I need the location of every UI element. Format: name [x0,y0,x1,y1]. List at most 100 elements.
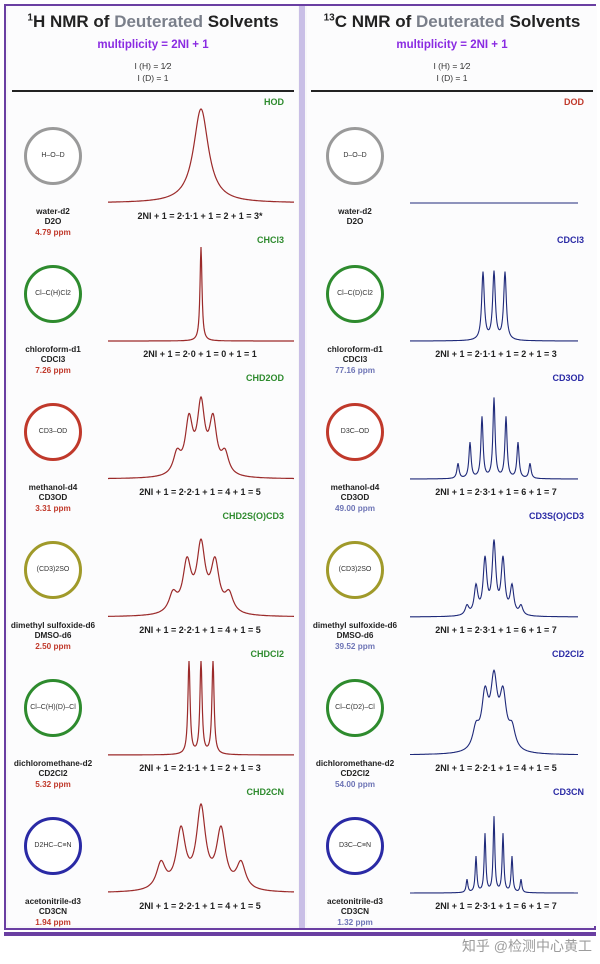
molecule-circle: H–O–D [24,127,82,185]
solvent-name: methanol-d4 CD3OD 49.00 ppm [300,483,410,514]
proton-spectrum [108,538,294,617]
proton-spectrum-trace [108,246,294,342]
proton-multiplicity: 2NI + 1 = 2·1·1 + 1 = 2 + 1 = 3* [137,211,263,221]
carbon-spectrum [410,669,578,756]
molecule-circle: D–O–D [326,127,384,185]
proton-spectrum-trace [108,660,294,756]
carbon-spectrum-trace [410,669,578,756]
molecule-circle: D3C–C≡N [326,817,384,875]
solvent-name: acetonitrile-d3 CD3CN 1.94 ppm [0,897,108,928]
column-divider [299,6,305,928]
solvent-formula: CD3OD [38,493,68,503]
solvent-name: acetonitrile-d3 CD3CN 1.32 ppm [300,897,410,928]
proton-spectrum [108,395,294,480]
molecule-circle: Cl–C(H)(D)–Cl [24,679,82,737]
carbon-spectrum-trace [410,397,578,480]
molecule-structure: D3C–OD [340,428,370,436]
molecule-circle: CD3–OD [24,403,82,461]
proton-shift: 2.50 ppm [35,641,71,651]
carbon-multiplicity: 2NI + 1 = 2·3·1 + 1 = 6 + 1 = 7 [435,625,557,635]
solvent-formula: CD3CN [340,907,370,917]
carbon-species-label: CDCl3 [556,235,584,245]
solvent-name-text: dimethyl sulfoxide-d6 [312,621,398,630]
carbon-species-label: DOD [564,97,584,107]
proton-spectrum [108,108,294,203]
solvent-name-text: chloroform-d1 [25,345,81,354]
proton-title: 1H NMR of Deuterated Solvents [27,12,279,31]
molecule-structure: D3C–C≡N [338,842,372,850]
molecule-structure: Cl–C(D)Cl2 [337,290,373,298]
watermark: 知乎 @检测中心黄工 [461,938,592,954]
molecule-circle: Cl–C(D2)–Cl [326,679,384,737]
carbon-spectrum-trace [410,539,578,618]
molecule-structure: H–O–D [41,152,65,160]
solvent-formula: CDCl3 [342,355,368,365]
molecule-structure: D2HC–C≡N [34,842,72,850]
proton-spectrum-trace [108,108,294,203]
multiplicity-rule: multiplicity = 2NI + 1 [396,39,508,51]
proton-spectrum [108,246,294,342]
solvent-name: chloroform-d1 CDCl3 77.16 ppm [300,345,410,376]
molecule-circle: (CD3)2SO [24,541,82,599]
solvent-name: dimethyl sulfoxide-d6 DMSO-d6 2.50 ppm [0,621,108,652]
carbon-species-label: CD2Cl2 [551,649,584,659]
solvent-name: methanol-d4 CD3OD 3.31 ppm [0,483,108,514]
solvent-name: chloroform-d1 CDCl3 7.26 ppm [0,345,108,376]
solvent-name-text: methanol-d4 [330,483,380,492]
proton-species-label: CHDCl2 [250,649,284,659]
solvent-formula: D2O [44,217,62,227]
molecule-circle: D2HC–C≡N [24,817,82,875]
molecule-structure: CD3–OD [38,428,68,436]
carbon-shift: 49.00 ppm [334,503,376,513]
solvent-formula: CD2Cl2 [340,769,370,779]
carbon-multiplicity: 2NI + 1 = 2·2·1 + 1 = 4 + 1 = 5 [435,763,557,773]
solvent-formula: DMSO-d6 [336,631,374,641]
solvent-name-text: dimethyl sulfoxide-d6 [10,621,96,630]
solvent-name-text: chloroform-d1 [327,345,383,354]
multiplicity-rule: multiplicity = 2NI + 1 [97,39,209,51]
carbon-spectrum [410,816,578,894]
solvent-name-text: dichloromethane-d2 [315,759,395,768]
carbon-species-label: CD3CN [552,787,584,797]
molecule-structure: Cl–C(H)Cl2 [35,290,71,298]
molecule-structure: (CD3)2SO [338,566,372,574]
header-rule [311,90,593,92]
solvent-name: water-d2 D2O 4.79 ppm [0,207,108,238]
carbon-spectrum-trace [410,816,578,894]
solvent-name: water-d2 D2O [300,207,410,228]
molecule-circle: Cl–C(D)Cl2 [326,265,384,323]
proton-spectrum-trace [108,395,294,480]
spin-h: I (H) = 1⁄2 [433,61,471,71]
solvent-name-text: acetonitrile-d3 [25,897,81,906]
solvent-formula: D2O [346,217,364,227]
solvent-name-text: methanol-d4 [28,483,78,492]
solvent-name: dichloromethane-d2 CD2Cl2 54.00 ppm [300,759,410,790]
solvent-formula: DMSO-d6 [34,631,72,641]
solvent-name-text: acetonitrile-d3 [327,897,383,906]
carbon-multiplicity: 2NI + 1 = 2·3·1 + 1 = 6 + 1 = 7 [435,487,557,497]
carbon-spectrum-trace [410,270,578,342]
spin-h: I (H) = 1⁄2 [134,61,172,71]
proton-multiplicity: 2NI + 1 = 2·2·1 + 1 = 4 + 1 = 5 [139,625,261,635]
bottom-bar [4,932,596,936]
proton-species-label: HOD [264,97,284,107]
proton-spectrum-trace [108,538,294,617]
proton-species-label: CHD2S(O)CD3 [222,511,284,521]
proton-species-label: CHCl3 [256,235,284,245]
carbon-shift: 1.32 ppm [337,917,373,927]
proton-multiplicity: 2NI + 1 = 2·0 + 1 = 0 + 1 = 1 [143,349,257,359]
carbon-multiplicity: 2NI + 1 = 2·3·1 + 1 = 6 + 1 = 7 [435,901,557,911]
carbon-spectrum [410,397,578,480]
proton-shift: 3.31 ppm [35,503,71,513]
solvent-name-text: water-d2 [36,207,70,216]
solvent-name-text: water-d2 [338,207,372,216]
proton-multiplicity: 2NI + 1 = 2·2·1 + 1 = 4 + 1 = 5 [139,901,261,911]
proton-multiplicity: 2NI + 1 = 2·2·1 + 1 = 4 + 1 = 5 [139,487,261,497]
proton-shift: 1.94 ppm [35,917,71,927]
spin-d: I (D) = 1 [137,73,169,83]
solvent-formula: CD3OD [340,493,370,503]
molecule-circle: (CD3)2SO [326,541,384,599]
proton-shift: 7.26 ppm [35,365,71,375]
carbon-species-label: CD3OD [552,373,584,383]
proton-multiplicity: 2NI + 1 = 2·1·1 + 1 = 2 + 1 = 3 [139,763,261,773]
